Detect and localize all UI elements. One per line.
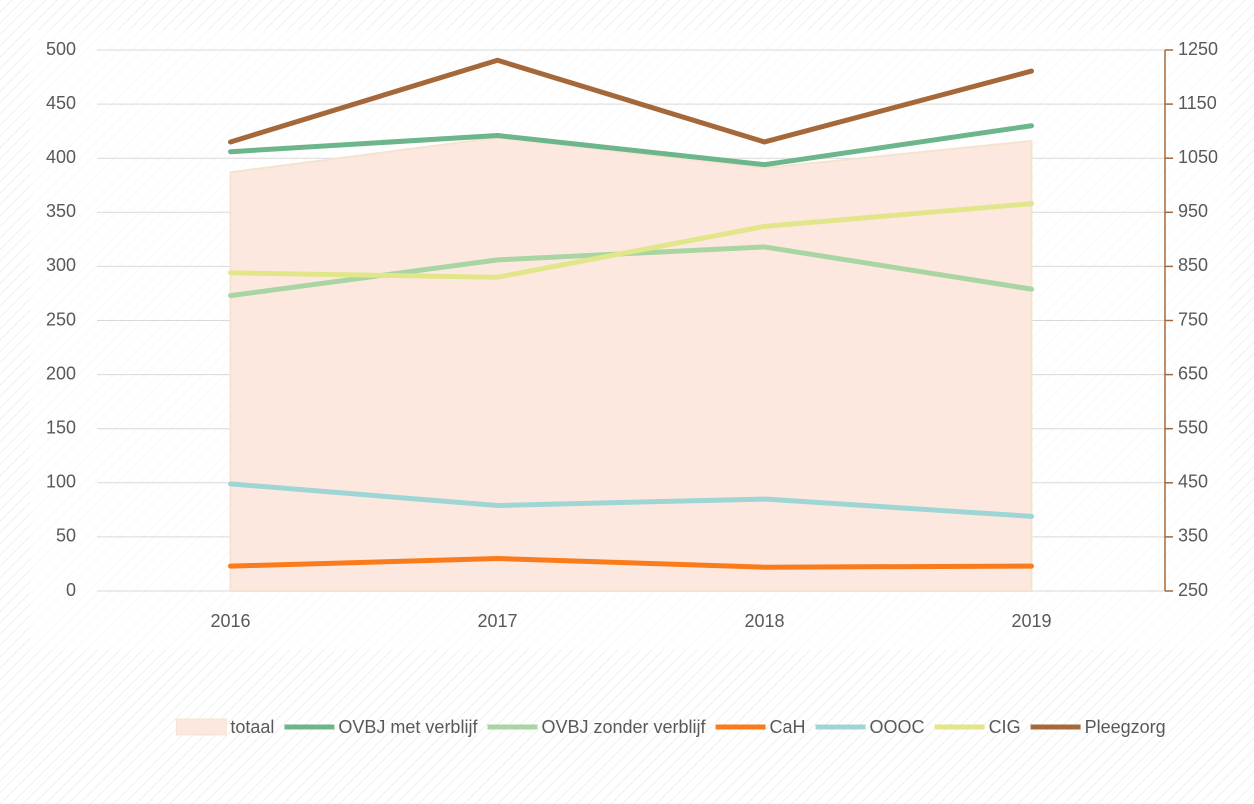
x-tick-label: 2016	[210, 611, 250, 631]
x-tick-label: 2017	[477, 611, 517, 631]
line	[228, 556, 1034, 570]
legend-label: Pleegzorg	[1085, 717, 1166, 737]
y-tick-label: 300	[46, 255, 76, 275]
y-tick-label: 0	[66, 580, 76, 600]
y2-tick-label: 1150	[1178, 93, 1217, 113]
y2-tick-label: 750	[1178, 309, 1208, 329]
legend-label: OOOC	[870, 717, 925, 737]
y2-tick-label: 1050	[1178, 147, 1218, 167]
line	[228, 481, 1034, 519]
y-tick-label: 250	[46, 309, 76, 329]
line	[228, 123, 1034, 168]
legend-label: OVBJ zonder verblijf	[541, 717, 706, 737]
legend-label: CIG	[989, 717, 1021, 737]
y-tick-label: 450	[46, 93, 76, 113]
y-tick-label: 150	[46, 417, 76, 437]
y-tick-label: 500	[46, 39, 76, 59]
line	[228, 57, 1034, 145]
y2-tick-label: 350	[1178, 526, 1208, 546]
legend-swatch	[175, 718, 227, 736]
y-tick-label: 100	[46, 472, 76, 492]
y2-tick-label: 850	[1178, 255, 1208, 275]
y2-tick-label: 650	[1178, 363, 1208, 383]
y2-tick-label: 450	[1178, 472, 1208, 492]
y-tick-label: 50	[56, 526, 76, 546]
y-tick-label: 400	[46, 147, 76, 167]
legend-label: totaal	[230, 717, 274, 737]
y-tick-label: 200	[46, 363, 76, 383]
y2-tick-label: 1250	[1178, 39, 1218, 59]
y2-tick-label: 950	[1178, 201, 1208, 221]
legend-label: OVBJ met verblijf	[338, 717, 478, 737]
line	[228, 201, 1034, 280]
area	[229, 136, 1033, 592]
x-tick-label: 2018	[744, 611, 784, 631]
y-tick-label: 350	[46, 201, 76, 221]
x-tick-label: 2019	[1011, 611, 1051, 631]
y2-tick-label: 250	[1178, 580, 1208, 600]
legend-label: CaH	[770, 717, 806, 737]
y2-tick-label: 550	[1178, 417, 1208, 437]
